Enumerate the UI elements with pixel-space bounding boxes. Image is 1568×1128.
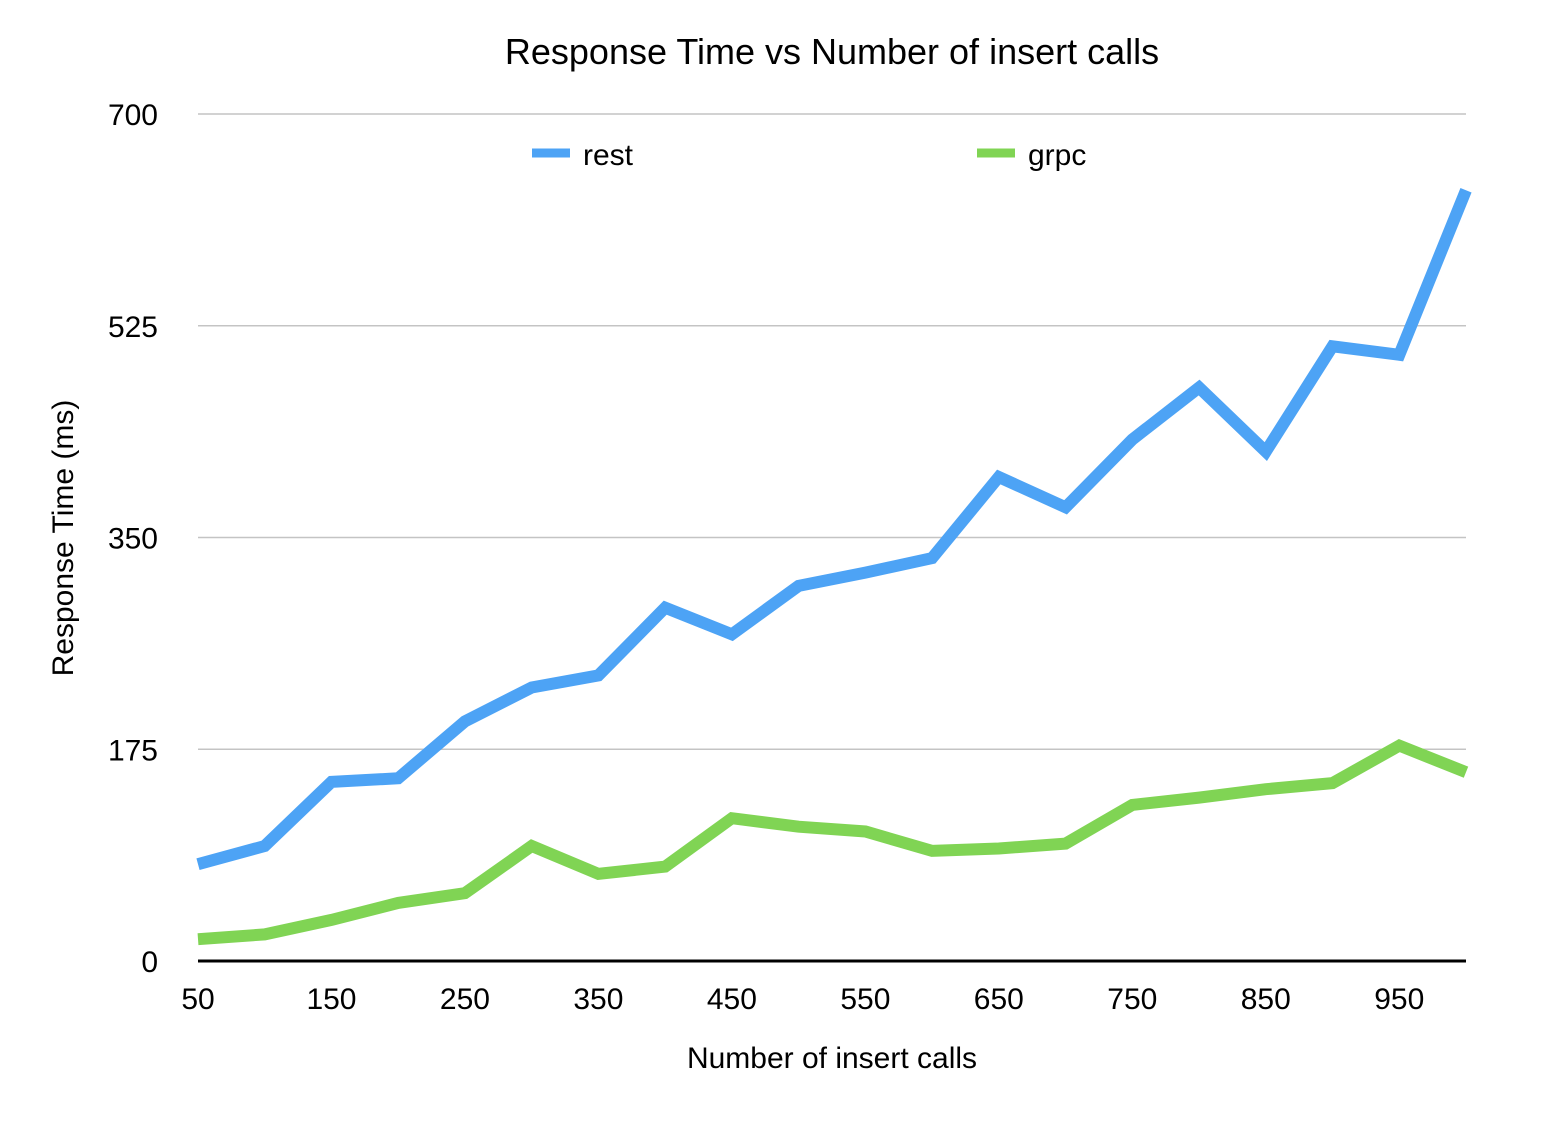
x-tick-label: 950	[1374, 983, 1424, 1016]
x-axis-label: Number of insert calls	[687, 1042, 977, 1075]
x-axis-ticks: 50 150 250 350 450 550 650 750 850 950	[181, 983, 1424, 1016]
y-axis-ticks: 0 175 350 525 700	[108, 99, 158, 979]
x-tick-label: 150	[306, 983, 356, 1016]
gridlines	[198, 113, 1466, 750]
legend-label-grpc: grpc	[1028, 139, 1086, 172]
x-tick-label: 50	[181, 983, 214, 1016]
legend: rest grpc	[532, 139, 1086, 172]
y-axis-label: Response Time (ms)	[47, 400, 80, 677]
y-tick-label: 175	[108, 734, 158, 767]
series-line-rest	[196, 187, 1472, 870]
x-tick-label: 850	[1241, 983, 1291, 1016]
y-tick-label: 700	[108, 99, 158, 132]
x-tick-label: 450	[707, 983, 757, 1016]
x-tick-label: 750	[1107, 983, 1157, 1016]
chart-title: Response Time vs Number of insert calls	[505, 31, 1159, 72]
legend-label-rest: rest	[583, 139, 634, 172]
series-line-grpc	[197, 738, 1469, 946]
x-tick-label: 350	[573, 983, 623, 1016]
y-tick-label: 350	[108, 523, 158, 556]
x-tick-label: 550	[840, 983, 890, 1016]
x-tick-label: 650	[974, 983, 1024, 1016]
series-lines	[196, 187, 1472, 946]
x-tick-label: 250	[440, 983, 490, 1016]
y-tick-label: 0	[141, 946, 158, 979]
y-tick-label: 525	[108, 311, 158, 344]
